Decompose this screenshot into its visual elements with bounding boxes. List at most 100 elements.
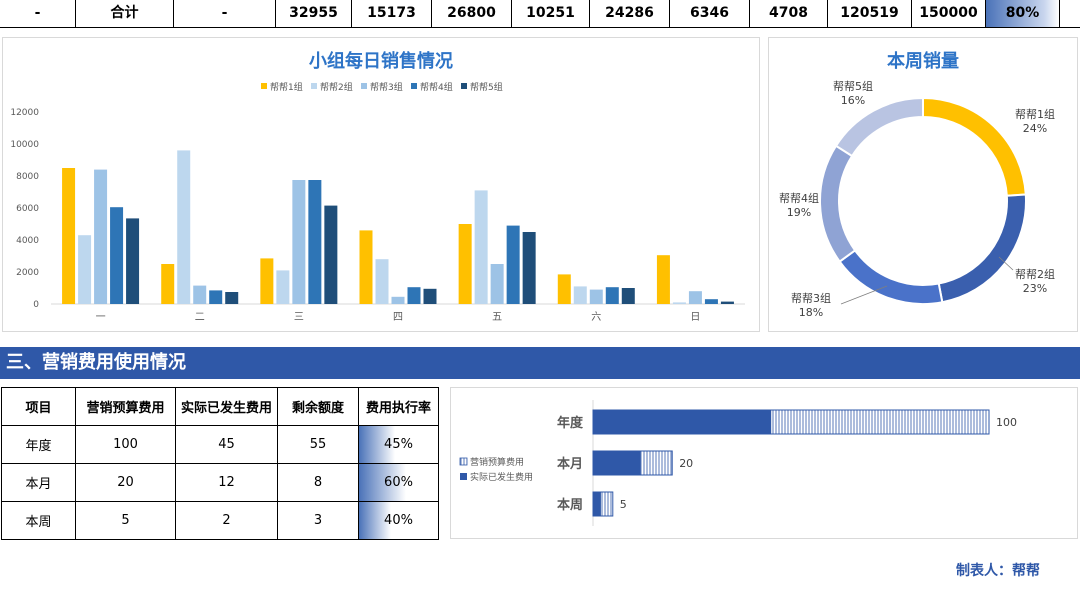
bar [375,259,389,304]
y-tick-label: 2000 [16,268,39,278]
data-label: 20 [679,457,693,470]
bar [688,291,702,304]
leader-line [840,285,888,305]
bar [292,180,306,304]
cost-chart-panel: 100 年度 20 本月 5 本周 营销预算费用 实际已发生费用 [450,387,1078,539]
bar [391,296,405,304]
bar [506,225,520,304]
rate-bar [359,426,395,463]
bar [621,288,635,304]
bar [490,264,504,304]
x-tick-label: 二 [195,312,205,323]
y-tick-label: 10000 [10,140,39,150]
legend-swatch [261,83,267,89]
bar [458,224,472,304]
bar [225,292,239,304]
bar [474,190,488,304]
row-actual: 2 [175,501,278,540]
row-actual: 45 [175,425,278,464]
bar [62,168,76,304]
header-actual: 实际已发生费用 [175,387,278,426]
donut-slice [838,248,944,305]
bar [276,270,290,304]
maker-label: 制表人：帮帮 [956,563,1040,579]
header-item: 项目 [1,387,76,426]
bar [260,258,274,304]
legend-label: 帮帮1组 [270,81,303,93]
donut-label-name: 帮帮2组 [1015,267,1055,281]
x-tick-label: 三 [294,312,304,323]
row-budget: 5 [75,501,176,540]
data-label: 5 [620,498,627,511]
weekly-chart-title: 本周销量 [887,51,959,72]
donut-label-pct: 18% [799,306,823,319]
x-tick-label: 五 [492,312,502,323]
header-budget: 营销预算费用 [75,387,176,426]
donut-slice [922,96,1027,197]
weekly-sales-panel: 本周销量 帮帮1组 24% 帮帮2组 23% 帮帮3组 18% 帮帮4组 19% 帮帮5组 16% [768,37,1078,332]
legend-swatch [461,83,467,89]
legend-label: 帮帮2组 [320,81,353,93]
x-tick-label: 六 [591,311,601,323]
daily-chart-title: 小组每日销售情况 [309,51,453,72]
row-rate: 40% [358,501,439,540]
bar [672,302,686,304]
row-budget: 20 [75,463,176,502]
legend-swatch [411,83,417,89]
total-cell: 4708 [750,0,828,27]
row-item: 本周 [1,501,76,540]
completion-rate-cell: 80% [986,0,1060,27]
rate-text: 60% [384,475,413,490]
data-label: 100 [996,416,1017,429]
donut-label-name: 帮帮4组 [779,191,819,205]
row-item: 年度 [1,425,76,464]
legend-swatch [361,83,367,89]
rate-bar [359,502,391,539]
legend-swatch [459,457,468,466]
category-label: 本月 [557,456,583,472]
x-tick-label: 一 [96,312,106,323]
rate-text: 45% [384,437,413,452]
header-rate: 费用执行率 [358,387,439,426]
legend-label: 营销预算费用 [470,456,524,468]
category-label: 本周 [557,497,583,513]
legend-label: 帮帮5组 [470,81,503,93]
bar [308,180,322,304]
bar [557,274,571,304]
bar [126,218,140,304]
donut-slice [819,144,857,263]
donut-label-name: 帮帮3组 [791,291,831,305]
donut-slice [834,96,924,158]
bar [704,299,718,304]
total-cell: 24286 [590,0,670,27]
cost-table: 项目 营销预算费用 实际已发生费用 剩余额度 费用执行率 年度 100 45 5… [1,387,439,540]
x-tick-label: 日 [690,312,700,323]
rate-bar [359,464,407,501]
row-rate: 45% [358,425,439,464]
table-row: 本月 20 12 8 60% [1,463,439,502]
bar [209,290,223,304]
bar [161,264,175,304]
total-cell: 150000 [912,0,986,27]
y-tick-label: 8000 [16,172,39,182]
daily-sales-panel: 小组每日销售情况 帮帮1组 帮帮2组 帮帮3组 帮帮4组 帮帮5组 0 2000 4000 60… [2,37,760,332]
bar [193,285,207,304]
x-tick-label: 四 [393,312,403,323]
row-item: 本月 [1,463,76,502]
bar [720,301,734,304]
donut-label-pct: 23% [1023,282,1047,295]
total-cell: 6346 [670,0,750,27]
legend-swatch [460,473,467,480]
y-tick-label: 4000 [16,236,39,246]
donut-label-name: 帮帮1组 [1015,107,1055,121]
bar [94,169,108,304]
category-label: 年度 [557,415,584,431]
total-cell: 32955 [276,0,352,27]
bar [110,207,124,304]
bar [589,289,603,304]
bar [78,235,92,304]
total-cell: - [174,0,276,27]
bar [423,288,437,304]
